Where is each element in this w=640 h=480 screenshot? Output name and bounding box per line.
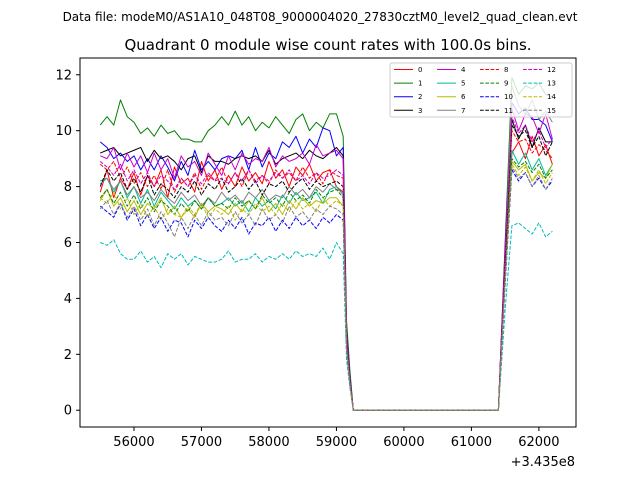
chart-title: Quadrant 0 module wise count rates with … <box>124 36 531 54</box>
series-line-14 <box>99 163 553 411</box>
y-tick-label: 2 <box>64 348 72 363</box>
legend-label-8: 8 <box>504 66 508 74</box>
x-tick-label: 58000 <box>248 435 289 450</box>
x-tick-label: 62000 <box>518 435 559 450</box>
legend-label-6: 6 <box>461 93 466 101</box>
series-line-15 <box>99 166 553 411</box>
legend-label-15: 15 <box>547 107 556 115</box>
x-tick-label: 61000 <box>451 435 492 450</box>
legend-label-3: 3 <box>418 107 422 115</box>
legend-label-1: 1 <box>418 80 422 88</box>
x-axis: 56000 57000 58000 59000 60000 61000 62000 <box>113 427 560 450</box>
series-line-11 <box>99 124 553 411</box>
legend-label-7: 7 <box>461 107 465 115</box>
legend-label-4: 4 <box>461 66 466 74</box>
legend-label-12: 12 <box>547 66 556 74</box>
x-tick-label: 59000 <box>316 435 357 450</box>
legend-label-9: 9 <box>504 80 508 88</box>
y-tick-label: 0 <box>64 404 72 419</box>
x-tick-label: 56000 <box>113 435 154 450</box>
y-tick-label: 12 <box>55 68 72 83</box>
legend-label-14: 14 <box>547 93 556 101</box>
y-tick-label: 4 <box>64 292 72 307</box>
legend-label-13: 13 <box>547 80 556 88</box>
legend-label-2: 2 <box>418 93 422 101</box>
series-layer <box>99 77 553 411</box>
legend-frame <box>389 62 573 118</box>
figure-suptitle: Data file: modeM0/AS1A10_048T08_90000040… <box>63 10 578 24</box>
legend-label-10: 10 <box>504 93 513 101</box>
y-axis: 0 2 4 6 8 10 12 <box>55 68 80 419</box>
y-tick-label: 6 <box>64 236 72 251</box>
y-tick-label: 8 <box>64 180 72 195</box>
legend-label-0: 0 <box>418 66 422 74</box>
y-tick-label: 10 <box>55 124 72 139</box>
x-tick-label: 57000 <box>181 435 222 450</box>
x-axis-offset-label: +3.435e8 <box>511 455 575 470</box>
x-tick-label: 60000 <box>383 435 424 450</box>
legend-label-5: 5 <box>461 80 465 88</box>
legend-label-11: 11 <box>504 107 513 115</box>
